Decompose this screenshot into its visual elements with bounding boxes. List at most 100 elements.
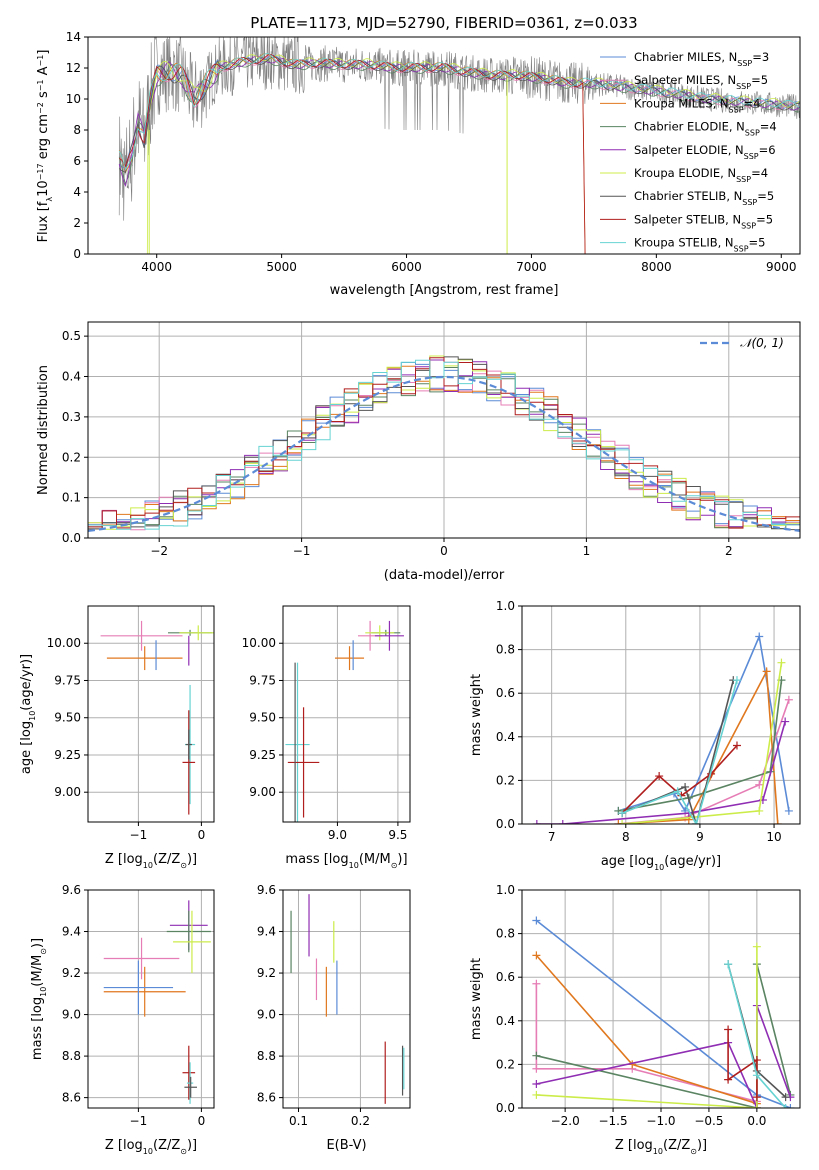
x-axis-label: Z [log10(Z/Z⊙)] xyxy=(615,1138,707,1156)
data-point xyxy=(532,979,541,988)
y-tick-label: 10 xyxy=(66,92,81,106)
legend: Chabrier MILES, NSSP=3 Salpeter MILES, NS… xyxy=(600,50,777,253)
model-line-salpeter-stelib-n-ssp-5 xyxy=(119,53,586,254)
axes-frame xyxy=(282,605,411,823)
series-line xyxy=(535,954,758,1108)
model-line-kroupa-stelib-n-ssp-5 xyxy=(118,53,800,171)
point-kroupa-elodie xyxy=(173,910,211,974)
series-line xyxy=(618,680,783,812)
legend-label: Kroupa MILES, NSSP=4 xyxy=(634,96,760,114)
legend-label: 𝒩(0, 1) xyxy=(740,336,784,350)
data-point xyxy=(532,820,541,824)
y-tick-label: 9.2 xyxy=(257,966,276,980)
y-axis-label: mass [log10(M/M⊙)] xyxy=(30,938,48,1060)
data-point xyxy=(755,806,764,815)
data-point xyxy=(532,916,541,925)
point-chabrier-stelib xyxy=(185,729,192,760)
y-tick-label: 1.0 xyxy=(496,599,515,613)
plot-area xyxy=(118,37,800,254)
y-tick-label: 8.6 xyxy=(62,1091,81,1105)
series-kroupa-elodie xyxy=(532,942,761,1108)
point-kroupa-miles xyxy=(103,966,186,1017)
y-tick-label: 4 xyxy=(73,185,81,199)
y-tick-label: 0.8 xyxy=(496,927,515,941)
x-tick-label: −2 xyxy=(150,544,168,558)
data-point xyxy=(752,1056,761,1065)
y-tick-label: 0.5 xyxy=(62,329,81,343)
model-line-chabrier-elodie-n-ssp-4 xyxy=(118,57,800,186)
x-tick-label: 8 xyxy=(622,830,630,844)
x-tick-label: 0 xyxy=(198,828,206,842)
plot-area xyxy=(532,632,793,824)
y-tick-label: 9.75 xyxy=(54,673,81,687)
y-tick-label: 12 xyxy=(66,61,81,75)
y-tick-label: 9.50 xyxy=(249,711,276,725)
series-line xyxy=(536,963,792,1108)
data-point xyxy=(752,1071,761,1080)
y-tick-label: 9.4 xyxy=(257,925,276,939)
legend-label: Chabrier ELODIE, NSSP=4 xyxy=(634,120,777,138)
y-axis-label: Normed distribution xyxy=(36,365,51,495)
data-point xyxy=(558,820,567,824)
series-kroupa-miles xyxy=(532,951,761,1108)
x-tick-label: 2 xyxy=(725,544,733,558)
data-point xyxy=(532,1064,541,1073)
y-tick-label: 8.6 xyxy=(257,1091,276,1105)
data-point xyxy=(752,1093,761,1102)
chart-mass-weight-vs-z: −2.0 −1.5 −1.0 −0.5 0.0 0.0 0.2 0.4 0.6 0.8 1.0 Z [… xyxy=(469,883,801,1156)
y-tick-label: 8 xyxy=(73,123,81,137)
x-tick-label: −1.5 xyxy=(598,1114,627,1128)
legend-label: Salpeter STELIB, NSSP=5 xyxy=(634,212,773,230)
point-salpeter-miles xyxy=(103,937,180,980)
series-kroupa-stelib xyxy=(618,676,741,824)
data-point xyxy=(781,717,790,726)
data-point xyxy=(773,820,782,824)
x-tick-label: 9.0 xyxy=(328,828,347,842)
y-tick-label: 9.2 xyxy=(62,966,81,980)
y-tick-label: 8.8 xyxy=(257,1049,276,1063)
y-axis-label: Flux [fλ10−17 erg cm−2 s−1 A−1] xyxy=(36,50,54,243)
point-salpeter-miles xyxy=(100,620,183,651)
data-point xyxy=(532,951,541,960)
x-tick-label: 9000 xyxy=(766,260,797,274)
data-point xyxy=(673,787,682,796)
point-salpeter-stelib xyxy=(182,1045,196,1100)
series-kroupa-stelib xyxy=(724,960,790,1108)
point-kroupa-miles xyxy=(335,646,365,671)
data-point xyxy=(752,942,761,951)
chart-mass-vs-z: −1 0 8.6 8.8 9.0 9.2 9.4 9.6 Z [log10(Z/Z⊙)] mass… xyxy=(30,883,215,1156)
series-salpeter-elodie xyxy=(532,717,790,824)
x-axis-label: (data-model)/error xyxy=(384,568,505,583)
series-chabrier-elodie xyxy=(532,960,795,1108)
series-line xyxy=(535,983,758,1103)
y-tick-label: 9.50 xyxy=(54,711,81,725)
y-tick-label: 0.4 xyxy=(496,730,515,744)
chart-mass-vs-ebv: 0.1 0.2 8.6 8.8 9.0 9.2 9.4 9.6 E(B-V) xyxy=(257,883,411,1153)
series-line xyxy=(621,679,738,824)
plot-area xyxy=(100,620,214,815)
data-point xyxy=(755,780,764,789)
point-chabrier-miles xyxy=(103,960,174,1015)
figure-title: PLATE=1173, MJD=52790, FIBERID=0361, z=0… xyxy=(250,14,637,32)
y-tick-label: 10.00 xyxy=(242,636,276,650)
data-point xyxy=(781,1093,790,1102)
y-tick-label: 9.00 xyxy=(249,785,276,799)
legend-label: Kroupa ELODIE, NSSP=4 xyxy=(634,166,768,184)
y-tick-label: 0.6 xyxy=(496,686,515,700)
data-point xyxy=(752,1104,761,1108)
x-tick-label: 4000 xyxy=(141,260,172,274)
y-tick-label: 9.0 xyxy=(257,1008,276,1022)
data-point xyxy=(724,1075,733,1084)
series-line xyxy=(727,1029,758,1098)
axes-frame xyxy=(87,36,801,255)
y-tick-label: 6 xyxy=(73,154,81,168)
point-kroupa-stelib xyxy=(285,662,310,822)
chart-age-vs-mass: 9.0 9.5 9.00 9.25 9.50 9.75 10.00 mass [log10(M… xyxy=(242,605,411,870)
data-point xyxy=(532,1090,541,1099)
x-tick-label: 9.5 xyxy=(388,828,407,842)
plot-area xyxy=(290,894,405,1104)
model-line-kroupa-elodie-n-ssp-4 xyxy=(146,54,800,254)
data-point xyxy=(614,820,623,824)
plot-area xyxy=(285,620,404,822)
axes-frame xyxy=(87,889,215,1109)
